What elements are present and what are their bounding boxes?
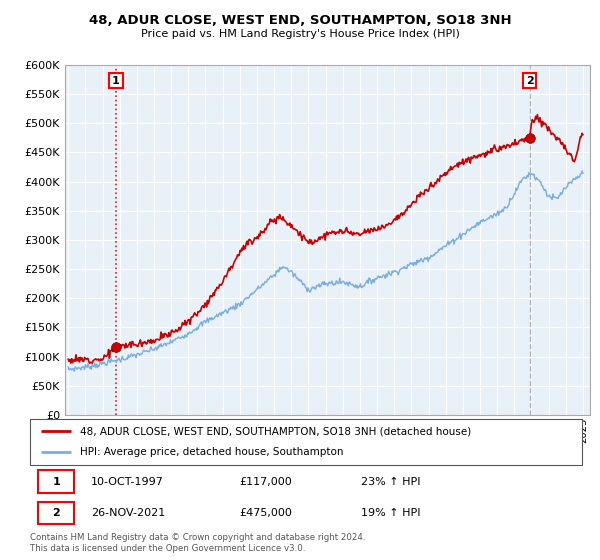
Text: Contains HM Land Registry data © Crown copyright and database right 2024.
This d: Contains HM Land Registry data © Crown c… (30, 533, 365, 553)
Text: £475,000: £475,000 (240, 508, 293, 518)
Text: 1: 1 (52, 477, 60, 487)
FancyBboxPatch shape (30, 419, 582, 465)
FancyBboxPatch shape (38, 470, 74, 493)
Text: 19% ↑ HPI: 19% ↑ HPI (361, 508, 421, 518)
Text: 1: 1 (112, 76, 120, 86)
Text: 48, ADUR CLOSE, WEST END, SOUTHAMPTON, SO18 3NH: 48, ADUR CLOSE, WEST END, SOUTHAMPTON, S… (89, 14, 511, 27)
Text: 2: 2 (526, 76, 533, 86)
Text: 10-OCT-1997: 10-OCT-1997 (91, 477, 164, 487)
Text: 26-NOV-2021: 26-NOV-2021 (91, 508, 165, 518)
FancyBboxPatch shape (38, 502, 74, 525)
Text: £117,000: £117,000 (240, 477, 293, 487)
Text: Price paid vs. HM Land Registry's House Price Index (HPI): Price paid vs. HM Land Registry's House … (140, 29, 460, 39)
Text: 23% ↑ HPI: 23% ↑ HPI (361, 477, 421, 487)
Text: 48, ADUR CLOSE, WEST END, SOUTHAMPTON, SO18 3NH (detached house): 48, ADUR CLOSE, WEST END, SOUTHAMPTON, S… (80, 426, 471, 436)
Text: HPI: Average price, detached house, Southampton: HPI: Average price, detached house, Sout… (80, 447, 343, 458)
Text: 2: 2 (52, 508, 60, 518)
